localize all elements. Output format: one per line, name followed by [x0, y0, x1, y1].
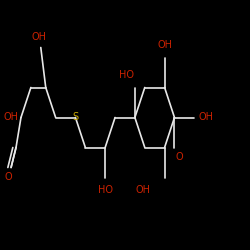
Text: OH: OH — [157, 40, 172, 50]
Text: HO: HO — [98, 185, 113, 195]
Text: O: O — [5, 172, 12, 182]
Text: OH: OH — [4, 112, 18, 122]
Text: OH: OH — [32, 32, 46, 42]
Text: O: O — [176, 152, 183, 162]
Text: OH: OH — [198, 112, 213, 122]
Text: HO: HO — [119, 70, 134, 80]
Text: S: S — [72, 112, 78, 122]
Text: OH: OH — [136, 185, 150, 195]
